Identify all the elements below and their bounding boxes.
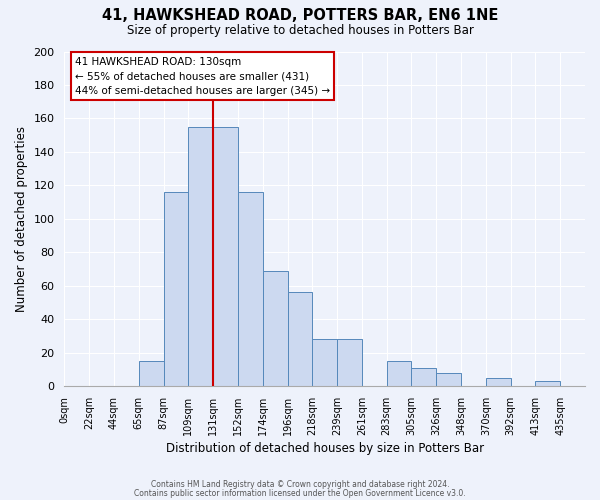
- Text: Size of property relative to detached houses in Potters Bar: Size of property relative to detached ho…: [127, 24, 473, 37]
- Bar: [535, 381, 560, 386]
- Y-axis label: Number of detached properties: Number of detached properties: [15, 126, 28, 312]
- Text: 41 HAWKSHEAD ROAD: 130sqm
← 55% of detached houses are smaller (431)
44% of semi: 41 HAWKSHEAD ROAD: 130sqm ← 55% of detac…: [75, 56, 330, 96]
- Bar: [412, 368, 436, 386]
- Text: Contains public sector information licensed under the Open Government Licence v3: Contains public sector information licen…: [134, 488, 466, 498]
- Bar: [313, 339, 337, 386]
- Bar: [139, 361, 164, 386]
- Bar: [263, 270, 287, 386]
- Bar: [164, 192, 188, 386]
- Bar: [436, 372, 461, 386]
- Bar: [213, 127, 238, 386]
- X-axis label: Distribution of detached houses by size in Potters Bar: Distribution of detached houses by size …: [166, 442, 484, 455]
- Text: 41, HAWKSHEAD ROAD, POTTERS BAR, EN6 1NE: 41, HAWKSHEAD ROAD, POTTERS BAR, EN6 1NE: [102, 8, 498, 22]
- Bar: [238, 192, 263, 386]
- Bar: [337, 339, 362, 386]
- Bar: [188, 127, 213, 386]
- Bar: [287, 292, 313, 386]
- Bar: [486, 378, 511, 386]
- Text: Contains HM Land Registry data © Crown copyright and database right 2024.: Contains HM Land Registry data © Crown c…: [151, 480, 449, 489]
- Bar: [386, 361, 412, 386]
